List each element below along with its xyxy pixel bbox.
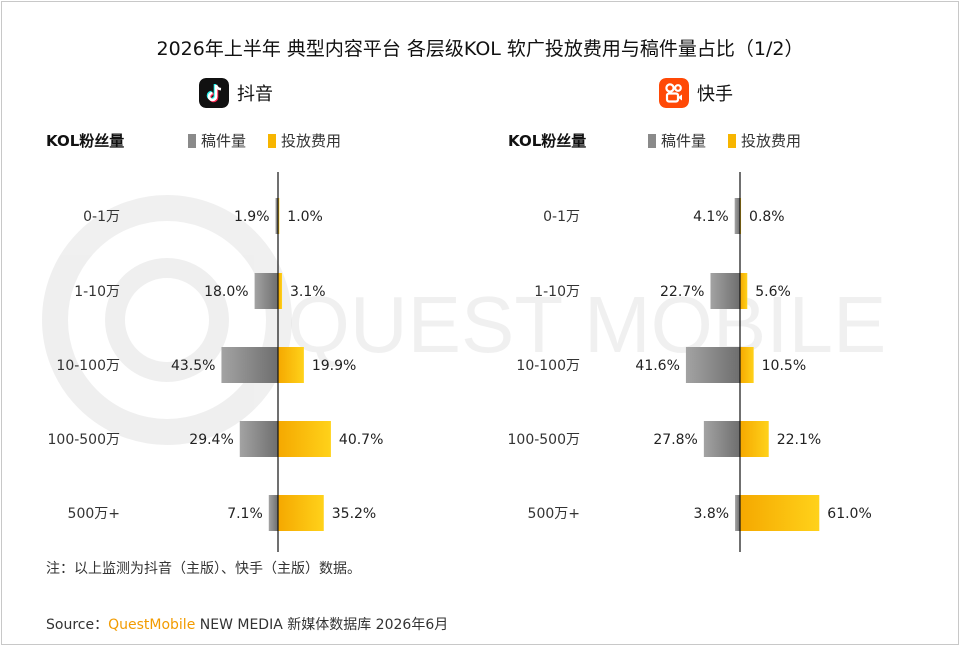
data-label-spend: 5.6%	[755, 284, 791, 300]
douyin-icon	[199, 78, 229, 108]
platform-name-douyin: 抖音	[237, 84, 273, 105]
platform-header-douyin: 抖音	[199, 77, 273, 109]
bar-spend	[740, 495, 820, 531]
data-label-spend: 0.8%	[749, 209, 785, 225]
data-label-count: 7.1%	[227, 506, 263, 522]
legend-kuaishou: 稿件量 投放费用	[648, 130, 801, 151]
data-label-count: 29.4%	[189, 432, 233, 448]
data-label-spend: 35.2%	[332, 506, 376, 522]
data-label-spend: 19.9%	[312, 358, 356, 374]
bar-spend	[740, 347, 754, 383]
chart-douyin: 0-1万 1.9% 1.0% 1-10万 18.0% 3.1% 10-100万 43.5% 19…	[48, 172, 383, 552]
bar-count	[254, 273, 278, 309]
bar-spend	[740, 421, 769, 457]
legend-swatch-spend	[728, 133, 737, 148]
legend-label-count: 稿件量	[201, 132, 247, 150]
legend-douyin: 稿件量 投放费用	[188, 130, 341, 151]
data-label-spend: 40.7%	[339, 432, 383, 448]
bar-count	[734, 198, 740, 234]
data-label-count: 27.8%	[653, 432, 697, 448]
data-label-spend: 3.1%	[290, 284, 326, 300]
source-line: Source：QuestMobile NEW MEDIA 新媒体数据库 2026…	[46, 614, 448, 634]
bar-count	[710, 273, 740, 309]
legend-swatch-spend	[268, 133, 277, 148]
data-label-count: 18.0%	[204, 284, 248, 300]
bar-count	[268, 495, 278, 531]
data-label-count: 4.1%	[693, 209, 729, 225]
category-label: 500万+	[528, 506, 580, 522]
legend-swatch-count	[188, 133, 196, 148]
category-label: 1-10万	[74, 284, 120, 300]
bar-count	[735, 495, 740, 531]
data-label-count: 3.8%	[693, 506, 729, 522]
bar-spend	[278, 421, 331, 457]
data-label-spend: 22.1%	[777, 432, 821, 448]
bar-spend	[278, 273, 283, 309]
source-prefix: Source：	[46, 617, 109, 633]
bar-count	[703, 421, 740, 457]
category-label: 500万+	[68, 506, 120, 522]
chart-title: 2026年上半年 典型内容平台 各层级KOL 软广投放费用与稿件量占比（1/2）	[156, 38, 804, 60]
legend-swatch-count	[648, 133, 656, 148]
category-label: 0-1万	[543, 209, 580, 225]
category-label: 10-100万	[516, 358, 580, 374]
bar-spend	[278, 347, 304, 383]
category-label: 0-1万	[83, 209, 120, 225]
bar-spend	[278, 495, 324, 531]
data-label-count: 1.9%	[234, 209, 270, 225]
platform-header-kuaishou: 快手	[659, 77, 733, 109]
category-label: 100-500万	[48, 432, 121, 448]
row-axis-label-kuaishou: KOL粉丝量	[508, 132, 587, 150]
data-label-spend: 10.5%	[762, 358, 806, 374]
bar-count	[221, 347, 278, 383]
data-label-spend: 61.0%	[827, 506, 871, 522]
source-rest: NEW MEDIA 新媒体数据库 2026年6月	[195, 617, 449, 633]
bar-spend	[278, 198, 280, 234]
platform-name-kuaishou: 快手	[697, 84, 733, 105]
source-brand: QuestMobile	[108, 617, 196, 633]
watermark-text: QUEST MOBILE	[288, 280, 887, 369]
data-label-count: 41.6%	[635, 358, 679, 374]
data-label-count: 43.5%	[171, 358, 215, 374]
data-label-spend: 1.0%	[287, 209, 323, 225]
row-axis-label-douyin: KOL粉丝量	[46, 132, 125, 150]
legend-label-spend: 投放费用	[281, 132, 342, 150]
data-label-count: 22.7%	[660, 284, 704, 300]
kuaishou-icon	[659, 78, 689, 108]
chart-kuaishou: 0-1万 4.1% 0.8% 1-10万 22.7% 5.6% 10-100万 41.6% 10…	[508, 172, 872, 552]
category-label: 1-10万	[534, 284, 580, 300]
footnote: 注：以上监测为抖音（主版）、快手（主版）数据。	[46, 561, 361, 577]
bar-count	[275, 198, 278, 234]
bar-count	[685, 347, 740, 383]
legend-label-count: 稿件量	[661, 132, 707, 150]
bar-spend	[740, 273, 748, 309]
category-label: 10-100万	[56, 358, 120, 374]
category-label: 100-500万	[508, 432, 581, 448]
bar-count	[239, 421, 278, 457]
watermark-logo-icon	[42, 195, 292, 445]
legend-label-spend: 投放费用	[741, 132, 802, 150]
